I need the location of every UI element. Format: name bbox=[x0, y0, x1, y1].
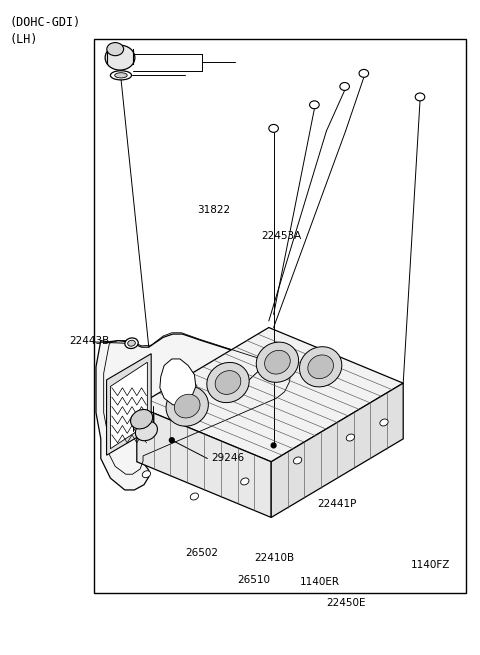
Circle shape bbox=[270, 125, 277, 132]
Ellipse shape bbox=[240, 478, 249, 485]
Polygon shape bbox=[271, 383, 403, 517]
Ellipse shape bbox=[310, 101, 319, 109]
Polygon shape bbox=[107, 354, 151, 455]
Ellipse shape bbox=[135, 421, 157, 441]
Ellipse shape bbox=[125, 338, 138, 348]
Ellipse shape bbox=[128, 340, 135, 346]
Ellipse shape bbox=[107, 43, 124, 56]
Polygon shape bbox=[96, 334, 298, 490]
Text: 26510: 26510 bbox=[238, 574, 271, 585]
Text: 26502: 26502 bbox=[185, 548, 218, 559]
Ellipse shape bbox=[256, 342, 299, 383]
Text: 22443B: 22443B bbox=[70, 335, 110, 346]
Polygon shape bbox=[110, 362, 147, 449]
Ellipse shape bbox=[215, 371, 241, 394]
Ellipse shape bbox=[293, 457, 302, 464]
Ellipse shape bbox=[415, 93, 425, 101]
Ellipse shape bbox=[340, 83, 349, 90]
Text: 1140ER: 1140ER bbox=[300, 576, 340, 587]
Text: 22441P: 22441P bbox=[317, 499, 356, 510]
Ellipse shape bbox=[105, 45, 135, 70]
Ellipse shape bbox=[131, 409, 153, 429]
Circle shape bbox=[341, 83, 348, 90]
Ellipse shape bbox=[380, 419, 388, 426]
Circle shape bbox=[360, 70, 367, 77]
Text: 1140FZ: 1140FZ bbox=[410, 559, 450, 570]
Ellipse shape bbox=[359, 69, 369, 77]
Text: (DOHC-GDI): (DOHC-GDI) bbox=[10, 16, 81, 29]
Ellipse shape bbox=[264, 350, 290, 374]
Ellipse shape bbox=[142, 471, 151, 477]
Ellipse shape bbox=[269, 124, 278, 132]
Text: 29246: 29246 bbox=[211, 453, 244, 464]
Ellipse shape bbox=[190, 493, 199, 500]
Circle shape bbox=[169, 438, 174, 443]
Ellipse shape bbox=[115, 73, 127, 78]
Text: 22410B: 22410B bbox=[254, 553, 295, 563]
Ellipse shape bbox=[308, 355, 334, 379]
Circle shape bbox=[311, 102, 318, 108]
Ellipse shape bbox=[166, 386, 208, 426]
Bar bbox=[94, 39, 466, 593]
Text: 22450E: 22450E bbox=[326, 597, 366, 608]
Text: (LH): (LH) bbox=[10, 33, 38, 46]
Polygon shape bbox=[160, 359, 196, 405]
Polygon shape bbox=[137, 328, 403, 462]
Circle shape bbox=[271, 443, 276, 448]
Text: 22453A: 22453A bbox=[262, 231, 302, 241]
Text: 31822: 31822 bbox=[197, 204, 230, 215]
Ellipse shape bbox=[110, 71, 132, 80]
Polygon shape bbox=[137, 406, 271, 517]
Ellipse shape bbox=[207, 362, 249, 403]
Circle shape bbox=[417, 94, 423, 100]
Ellipse shape bbox=[300, 346, 342, 387]
Ellipse shape bbox=[346, 434, 355, 441]
Ellipse shape bbox=[174, 394, 200, 418]
